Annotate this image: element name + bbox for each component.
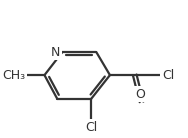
Text: Cl: Cl (85, 121, 97, 134)
Text: N: N (51, 46, 61, 59)
Text: O: O (135, 88, 145, 101)
Text: Cl: Cl (162, 69, 174, 82)
Text: CH₃: CH₃ (2, 69, 25, 82)
